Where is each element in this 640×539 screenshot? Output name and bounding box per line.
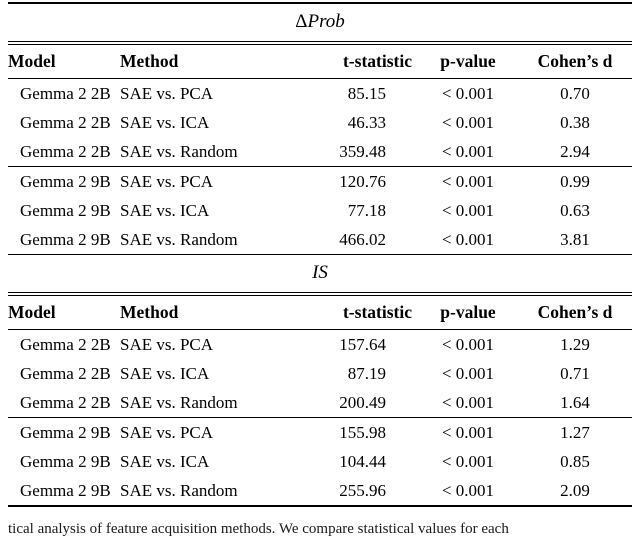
cell-p-value: < 0.001 [441,451,495,471]
cell-method: SAE vs. Random [120,480,238,500]
cell-t-statistic: 87.19 [347,363,386,383]
results-table: ΔProb Model Method t-statistic p-value Cohen’… [8,2,633,507]
cell-p-value: < 0.001 [418,225,518,255]
cell-cohens-d: 1.64 [518,388,633,418]
cell-model: Gemma 2 9B [20,200,111,220]
table-row: Gemma 2 9B SAE vs. PCA 120.76 < 0.001 0.99 [8,167,632,197]
col-header-method: Method [120,294,290,330]
cell-t-statistic: 466.02 [290,225,418,255]
section-title-delta: Δ [295,11,308,32]
cell-p-value: < 0.001 [441,171,495,191]
cell-method: SAE vs. PCA [120,422,214,442]
table-row: Gemma 2 2B SAE vs. PCA 157.64 < 0.001 1.29 [8,330,632,360]
cell-cohens-d: 0.85 [560,451,590,471]
cell-t-statistic: 85.15 [347,83,386,103]
section-title-text: Prob [307,11,345,32]
caption-fragment: tical analysis of feature acquisition me… [8,521,509,537]
cell-method: SAE vs. PCA [120,334,214,354]
cell-p-value: < 0.001 [441,363,495,383]
cell-model: Gemma 2 2B [20,112,111,132]
col-header-t: t-statistic [290,294,418,330]
cell-method: SAE vs. ICA [120,200,210,220]
cell-t-statistic: 77.18 [347,200,386,220]
cell-cohens-d: 0.71 [560,363,590,383]
table-row: Gemma 2 9B SAE vs. ICA 77.18 < 0.001 0.63 [8,196,632,225]
cell-method: SAE vs. Random [120,137,290,167]
cell-method: SAE vs. Random [120,388,290,418]
cell-model: Gemma 2 9B [20,171,111,191]
col-header-t: t-statistic [290,43,418,79]
cell-cohens-d: 1.27 [560,422,590,442]
table-row: Gemma 2 2B SAE vs. PCA 85.15 < 0.001 0.70 [8,79,632,109]
section-title: ΔProb [8,3,633,45]
cell-model: Gemma 2 2B [20,363,111,383]
col-header-p: p-value [418,294,518,330]
cell-t-statistic: 120.76 [339,171,386,191]
table-section-delta-prob: ΔProb Model Method t-statistic p-value Cohen’… [8,3,633,255]
cell-method: SAE vs. ICA [120,363,210,383]
cell-cohens-d: 0.38 [560,112,590,132]
cell-model: Gemma 2 9B [20,480,111,500]
table-row: Gemma 2 2B SAE vs. Random 200.49 < 0.001 1.6… [8,388,633,418]
cell-t-statistic: 200.49 [290,388,418,418]
cell-method: SAE vs. PCA [120,83,214,103]
cell-method: SAE vs. Random [120,225,290,255]
cell-model: Gemma 2 2B [20,334,111,354]
cell-cohens-d: 3.81 [518,225,633,255]
cell-p-value: < 0.001 [418,388,518,418]
cell-model: Gemma 2 9B [20,451,111,471]
col-header-model: Model [8,43,120,79]
table-row: Gemma 2 9B SAE vs. ICA 104.44 < 0.001 0.85 [8,447,632,476]
col-header-method: Method [120,43,290,79]
col-header-model: Model [8,294,120,330]
table-row: Gemma 2 2B SAE vs. Random 359.48 < 0.001 2.9… [8,137,633,167]
col-header-p: p-value [418,43,518,79]
cell-model: Gemma 2 9B [20,422,111,442]
cell-cohens-d: 1.29 [560,334,590,354]
cell-cohens-d: 0.63 [560,200,590,220]
cell-model: Gemma 2 2B [8,137,120,167]
table-row: Gemma 2 9B SAE vs. PCA 155.98 < 0.001 1.27 [8,418,632,448]
section-title-text: IS [312,262,328,283]
cell-cohens-d: 0.70 [560,83,590,103]
col-header-d: Cohen’s d [518,294,633,330]
cell-p-value: < 0.001 [441,200,495,220]
table-row: Gemma 2 9B SAE vs. Random 255.96 < 0.001 2.0… [8,476,632,506]
table-section-is: IS Model Method t-statistic p-value Cohen’s d… [8,254,633,507]
section-title: IS [8,254,633,296]
cell-method: SAE vs. ICA [120,451,210,471]
cell-p-value: < 0.001 [441,112,495,132]
table-row: Gemma 2 2B SAE vs. ICA 46.33 < 0.001 0.38 [8,108,632,137]
cell-p-value: < 0.001 [441,480,495,500]
col-header-d: Cohen’s d [518,43,633,79]
cell-method: SAE vs. ICA [120,112,210,132]
cell-t-statistic: 359.48 [290,137,418,167]
table-header-row: Model Method t-statistic p-value Cohen’s d [8,294,633,330]
cell-cohens-d: 0.99 [560,171,590,191]
cell-p-value: < 0.001 [441,422,495,442]
cell-method: SAE vs. PCA [120,171,214,191]
cell-p-value: < 0.001 [441,334,495,354]
cell-cohens-d: 2.09 [560,480,590,500]
cell-cohens-d: 2.94 [518,137,633,167]
cell-p-value: < 0.001 [441,83,495,103]
table-row: Gemma 2 9B SAE vs. Random 466.02 < 0.001 3.8… [8,225,633,255]
cell-model: Gemma 2 9B [8,225,120,255]
table-row: Gemma 2 2B SAE vs. ICA 87.19 < 0.001 0.71 [8,359,632,388]
cell-t-statistic: 104.44 [339,451,386,471]
cell-t-statistic: 46.33 [347,112,386,132]
table-header-row: Model Method t-statistic p-value Cohen’s d [8,43,633,79]
cell-t-statistic: 157.64 [339,334,386,354]
cell-p-value: < 0.001 [418,137,518,167]
cell-model: Gemma 2 2B [8,388,120,418]
cell-model: Gemma 2 2B [20,83,111,103]
cell-t-statistic: 255.96 [339,480,386,500]
cell-t-statistic: 155.98 [339,422,386,442]
